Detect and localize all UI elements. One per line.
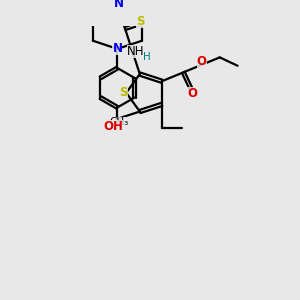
Text: N: N [114,0,124,10]
Text: O: O [196,55,206,68]
Text: NH: NH [127,46,144,59]
Text: S: S [119,86,128,99]
Text: S: S [136,16,145,28]
Text: CH₃: CH₃ [110,117,129,127]
Text: H: H [143,52,151,62]
Text: OH: OH [103,119,123,133]
Text: N: N [112,42,122,56]
Text: O: O [187,87,197,100]
